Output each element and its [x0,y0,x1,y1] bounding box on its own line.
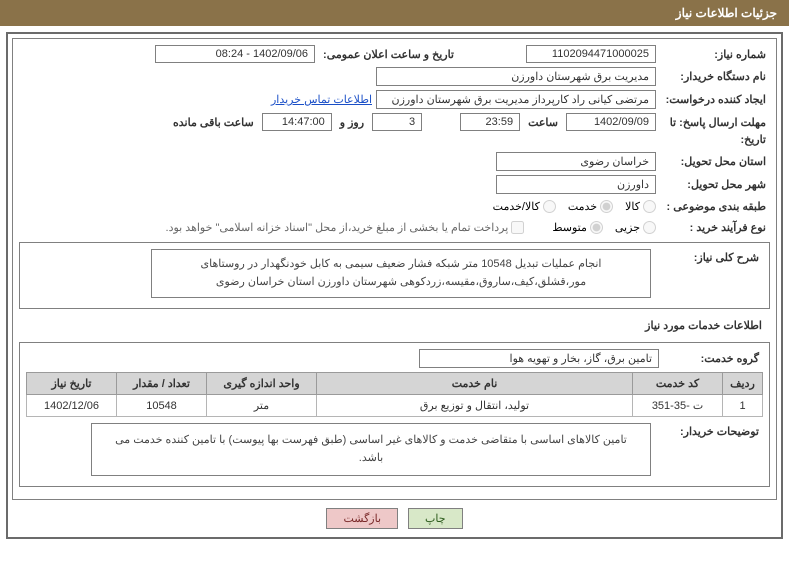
service-group-value: تامین برق، گاز، بخار و تهویه هوا [419,349,659,368]
service-group-label: گروه خدمت: [663,350,763,367]
row-requester: ایجاد کننده درخواست: مرتضی کیانی راد کار… [19,90,770,109]
announce-label: تاریخ و ساعت اعلان عمومی: [319,46,458,63]
radio-minor[interactable] [643,221,656,234]
row-deadline2: تاریخ: [19,131,770,148]
radio-both[interactable] [543,200,556,213]
radio-medium[interactable] [590,221,603,234]
row-deadline: مهلت ارسال پاسخ: تا 1402/09/09 ساعت 23:5… [19,113,770,131]
deadline-label2: تاریخ: [660,131,770,148]
th-row: ردیف [723,373,763,395]
table-header-row: ردیف کد خدمت نام خدمت واحد اندازه گیری ت… [27,373,763,395]
deadline-days: 3 [372,113,422,131]
category-service-label: خدمت [568,200,597,213]
cell-code: ت -35-351 [633,395,723,417]
deadline-time-label: ساعت [524,114,562,131]
main-frame: شماره نیاز: 1102094471000025 تاریخ و ساع… [6,32,783,539]
page-title: جزئیات اطلاعات نیاز [676,6,777,20]
button-row: چاپ بازگشت [12,500,777,533]
buyer-notes-label: توضیحات خریدار: [663,423,763,440]
print-button[interactable]: چاپ [408,508,463,529]
row-province: استان محل تحویل: خراسان رضوی [19,152,770,171]
ptype-minor-radio[interactable]: جزیی [615,221,656,234]
th-code: کد خدمت [633,373,723,395]
th-name: نام خدمت [317,373,633,395]
treasury-checkbox[interactable] [511,221,524,234]
requester-value: مرتضی کیانی راد کارپرداز مدیریت برق شهرس… [376,90,656,109]
deadline-date: 1402/09/09 [566,113,656,131]
buyer-org-value: مدیریت برق شهرستان داورزن [376,67,656,86]
city-label: شهر محل تحویل: [660,176,770,193]
row-buyer-org: نام دستگاه خریدار: مدیریت برق شهرستان دا… [19,67,770,86]
province-label: استان محل تحویل: [660,153,770,170]
requester-label: ایجاد کننده درخواست: [660,91,770,108]
cell-unit: متر [207,395,317,417]
row-category: طبقه بندی موضوعی : کالا خدمت کالا/خدمت [19,198,770,215]
page-header: جزئیات اطلاعات نیاز [0,0,789,26]
description-label: شرح کلی نیاز: [663,249,763,266]
treasury-note: پرداخت تمام یا بخشی از مبلغ خرید،از محل … [166,221,509,234]
buyer-contact-link[interactable]: اطلاعات تماس خریدار [271,93,372,106]
category-label: طبقه بندی موضوعی : [660,198,770,215]
table-row: 1 ت -35-351 تولید، انتقال و توزیع برق مت… [27,395,763,417]
category-goods-radio[interactable]: کالا [625,200,656,213]
purchase-type-label: نوع فرآیند خرید : [660,219,770,236]
radio-service[interactable] [600,200,613,213]
back-button[interactable]: بازگشت [326,508,398,529]
cell-name: تولید، انتقال و توزیع برق [317,395,633,417]
description-text: انجام عملیات تبدیل 10548 متر شبکه فشار ض… [151,249,651,298]
city-value: داورزن [496,175,656,194]
deadline-hours: 14:47:00 [262,113,332,131]
deadline-days-label: روز و [336,114,368,131]
buyer-org-label: نام دستگاه خریدار: [660,68,770,85]
category-both-label: کالا/خدمت [493,200,540,213]
cell-qty: 10548 [117,395,207,417]
th-date: تاریخ نیاز [27,373,117,395]
services-table: ردیف کد خدمت نام خدمت واحد اندازه گیری ت… [26,372,763,417]
services-section: گروه خدمت: تامین برق، گاز، بخار و تهویه … [19,342,770,487]
category-service-radio[interactable]: خدمت [568,200,613,213]
row-purchase-type: نوع فرآیند خرید : جزیی متوسط پرداخت تمام… [19,219,770,236]
deadline-label1: مهلت ارسال پاسخ: تا [660,114,770,131]
row-need-number: شماره نیاز: 1102094471000025 تاریخ و ساع… [19,45,770,63]
services-section-title: اطلاعات خدمات مورد نیاز [19,315,770,336]
row-city: شهر محل تحویل: داورزن [19,175,770,194]
radio-goods[interactable] [643,200,656,213]
th-qty: تعداد / مقدار [117,373,207,395]
description-section: شرح کلی نیاز: انجام عملیات تبدیل 10548 م… [19,242,770,309]
category-both-radio[interactable]: کالا/خدمت [493,200,556,213]
deadline-time: 23:59 [460,113,520,131]
cell-row: 1 [723,395,763,417]
details-panel: شماره نیاز: 1102094471000025 تاریخ و ساع… [12,38,777,500]
deadline-remain-label: ساعت باقی مانده [169,114,258,131]
ptype-medium-label: متوسط [552,221,587,234]
ptype-medium-radio[interactable]: متوسط [552,221,603,234]
need-number-value: 1102094471000025 [526,45,656,63]
announce-value: 1402/09/06 - 08:24 [155,45,315,63]
treasury-checkbox-item[interactable]: پرداخت تمام یا بخشی از مبلغ خرید،از محل … [166,221,525,234]
ptype-minor-label: جزیی [615,221,640,234]
province-value: خراسان رضوی [496,152,656,171]
th-unit: واحد اندازه گیری [207,373,317,395]
need-number-label: شماره نیاز: [660,46,770,63]
buyer-notes-text: تامین کالاهای اساسی با متقاضی خدمت و کال… [91,423,651,476]
cell-date: 1402/12/06 [27,395,117,417]
category-goods-label: کالا [625,200,640,213]
